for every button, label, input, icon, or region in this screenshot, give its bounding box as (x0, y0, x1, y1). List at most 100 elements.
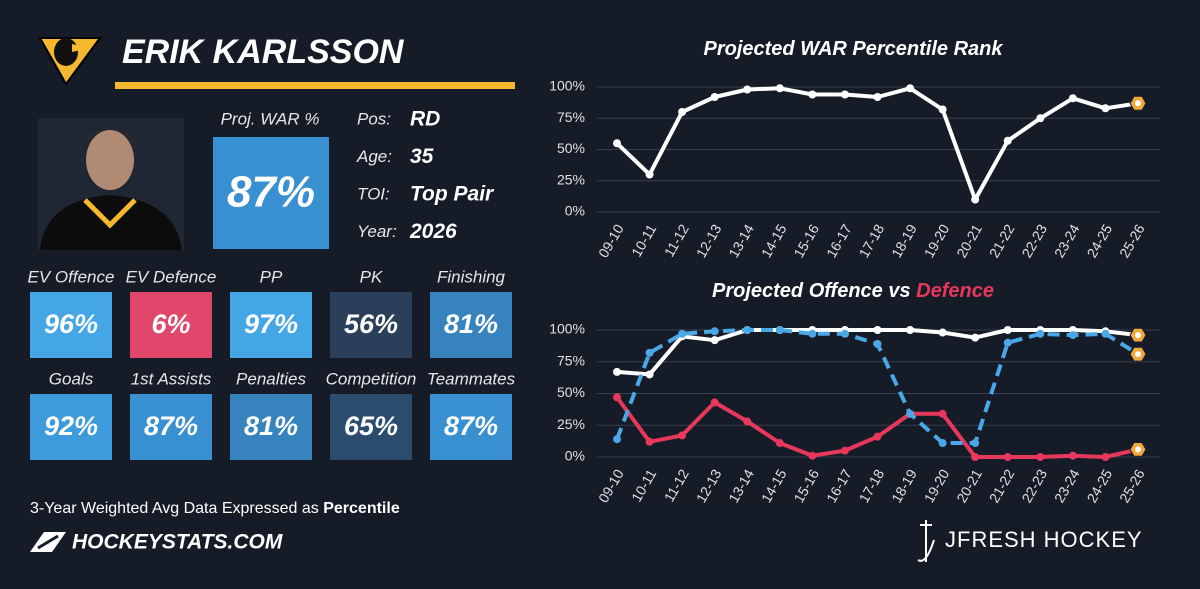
point (840, 329, 849, 338)
tile-label: PP (260, 267, 283, 286)
tile (130, 394, 212, 460)
y-tick-label: 100% (549, 321, 585, 337)
projected-point-center (1135, 100, 1141, 107)
tile-value: 87% (144, 411, 198, 441)
point (840, 446, 849, 455)
info-value: Top Pair (410, 183, 495, 206)
y-tick-label: 25% (557, 416, 585, 432)
point (613, 435, 621, 444)
point (971, 195, 980, 204)
point (1101, 453, 1110, 461)
tile-label: Competition (326, 369, 417, 388)
point (1003, 338, 1012, 347)
point (775, 84, 784, 93)
tile (130, 292, 212, 358)
note: 3-Year Weighted Avg Data Expressed as (30, 500, 319, 517)
player-photo (38, 118, 184, 250)
point (808, 451, 817, 460)
player-info: Pos: RD Age: 35 TOI: Top Pair Year: 2026 (356, 108, 495, 244)
point (971, 333, 980, 342)
tile-label: EV Offence (28, 267, 115, 286)
point (613, 139, 621, 148)
point (971, 453, 980, 461)
point (1036, 114, 1045, 123)
tile-label: Goals (49, 369, 94, 388)
proj-tile (213, 137, 329, 249)
tile (230, 394, 312, 460)
point (678, 431, 687, 440)
brand-logo (917, 520, 935, 562)
title-highlight: Defence (916, 280, 994, 302)
point (710, 398, 719, 407)
point (613, 367, 621, 376)
name-underline (115, 82, 515, 89)
point (743, 417, 752, 426)
point (808, 329, 817, 338)
proj-value: 87% (227, 168, 315, 217)
tile-label: PK (360, 267, 383, 286)
player-name: ERIK KARLSSON (122, 33, 405, 71)
y-tick-label: 50% (557, 140, 585, 156)
tile-value: 92% (44, 411, 98, 441)
proj-label: Proj. WAR % (221, 109, 320, 128)
point (775, 439, 784, 448)
point (938, 105, 947, 114)
info-label: Age: (356, 147, 392, 166)
stat-tiles: EV Offence 96% EV Defence 6% PP 97% PK 56% Finis… (28, 267, 516, 460)
point (1068, 94, 1077, 103)
tile-label: 1st Assists (131, 369, 212, 388)
team-logo (38, 37, 102, 86)
note-bold: Percentile (323, 500, 400, 517)
point (873, 93, 882, 101)
tile (30, 292, 112, 358)
point (775, 326, 784, 334)
y-tick-label: 0% (565, 448, 585, 464)
y-tick-label: 25% (557, 171, 585, 187)
info-value: 35 (410, 145, 434, 168)
projected-point-center (1135, 332, 1141, 339)
tile-value: 6% (151, 309, 190, 339)
tile-label: Finishing (437, 267, 506, 286)
point (808, 90, 817, 99)
y-tick-label: 75% (557, 352, 585, 368)
point (645, 170, 654, 179)
point (938, 328, 947, 337)
tile-value: 96% (44, 309, 98, 339)
point (938, 409, 947, 418)
point (645, 370, 654, 379)
y-tick-label: 75% (557, 109, 585, 125)
site-logo (30, 532, 66, 552)
title-text: Projected WAR Percentile Rank (704, 38, 1004, 60)
tile (430, 292, 512, 358)
point (645, 437, 654, 446)
point (873, 432, 882, 441)
projected-point-center (1135, 351, 1141, 358)
tile (30, 394, 112, 460)
point (710, 336, 719, 345)
info-label: TOI: (357, 184, 390, 203)
point (613, 393, 621, 402)
point (938, 439, 947, 448)
info-value: RD (410, 108, 440, 131)
tile (430, 394, 512, 460)
chart-title: Projected Offence vs Defence (712, 280, 994, 302)
point (678, 329, 687, 338)
point (1101, 329, 1110, 338)
tile-value: 87% (444, 411, 498, 441)
tile-label: Teammates (427, 369, 516, 388)
point (1003, 136, 1012, 145)
point (1036, 453, 1045, 461)
point (840, 90, 849, 99)
tile-value: 81% (244, 411, 298, 441)
tile (330, 394, 412, 460)
tile (330, 292, 412, 358)
y-tick-label: 0% (565, 203, 585, 219)
point (873, 326, 882, 334)
brand-name: JFRESH HOCKEY (945, 527, 1143, 552)
tile-value: 81% (444, 309, 498, 339)
title-text: Projected Offence vs (712, 280, 911, 302)
tile-value: 56% (344, 309, 398, 339)
point (971, 439, 980, 448)
point (678, 108, 687, 116)
